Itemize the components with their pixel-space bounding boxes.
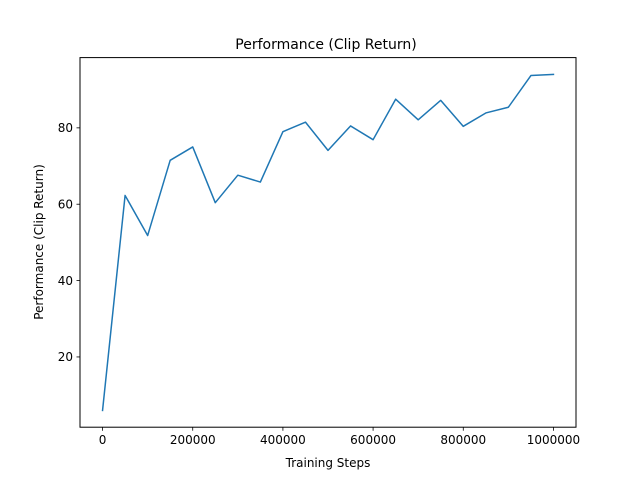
y-tick-label: 60 (58, 198, 73, 212)
chart-title: Performance (Clip Return) (235, 37, 416, 53)
plot-frame (79, 57, 577, 428)
x-axis-label: Training Steps (285, 456, 371, 470)
series-line-0 (101, 73, 555, 412)
y-tick-label: 40 (58, 274, 73, 288)
x-tick-label: 600000 (350, 433, 396, 447)
x-tick-label: 0 (99, 433, 107, 447)
x-tick-label: 800000 (440, 433, 486, 447)
x-tick-label: 400000 (260, 433, 306, 447)
y-tick-label: 80 (58, 121, 73, 135)
y-axis-label: Performance (Clip Return) (32, 164, 46, 320)
x-tick-label: 200000 (170, 433, 216, 447)
y-tick-label: 20 (58, 350, 73, 364)
x-tick-label: 1000000 (527, 433, 580, 447)
